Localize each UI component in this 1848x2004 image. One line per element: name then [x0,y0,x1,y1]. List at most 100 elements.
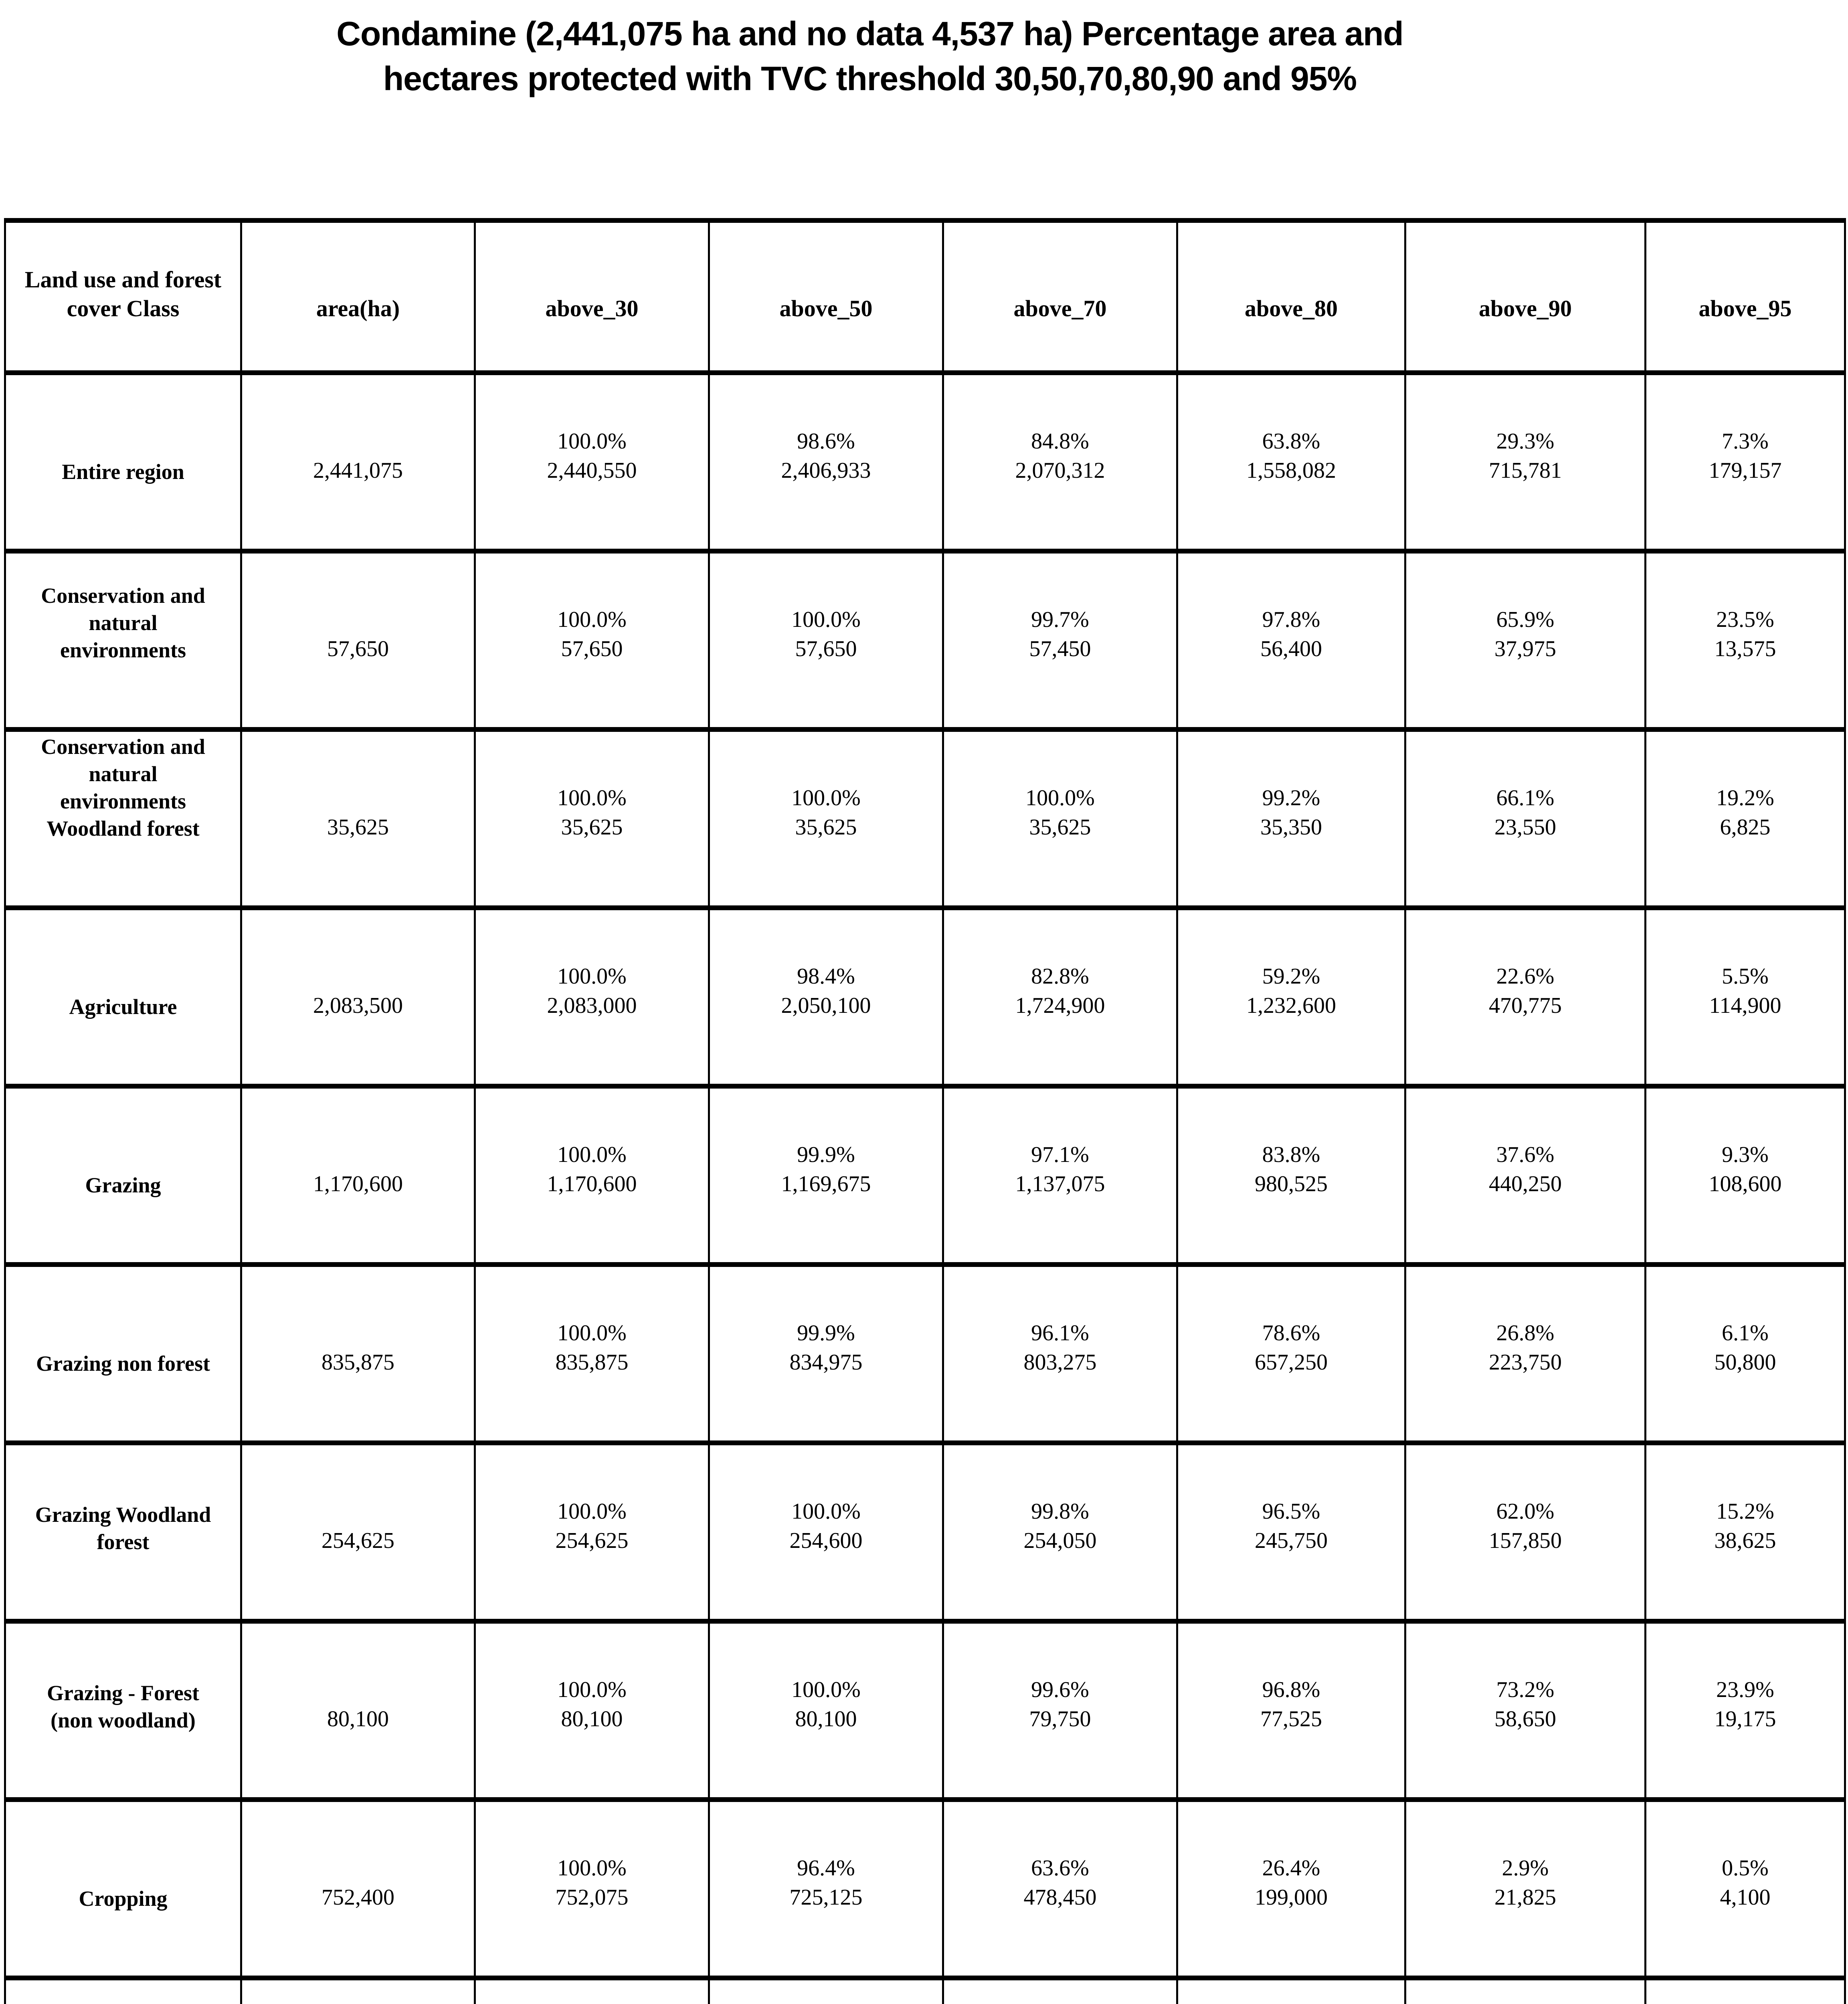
col-header-above80: above_80 [1176,218,1406,375]
hectares-value: 725,125 [789,1885,863,1910]
percent-value: 26.8% [1496,1321,1555,1345]
table-body: Entire region 2,441,075 100.0% 2,440,550… [4,370,1846,2004]
hectares-value: 478,450 [1023,1885,1097,1910]
area-cell: 254,625 [240,1440,476,1624]
percent-value: 100.0% [791,1677,861,1702]
col-header-above95: above_95 [1644,218,1846,375]
hectares-value: 77,525 [1260,1707,1322,1731]
hectares-value: 57,650 [795,636,857,661]
above50-cell: 100.0% 57,650 [708,549,944,732]
percent-value: 96.8% [1262,1677,1320,1702]
table-row: Grazing 1,170,600 100.0% 1,170,600 99.9%… [4,1084,1846,1267]
hectares-value: 657,250 [1255,1350,1328,1375]
percent-value: 5.5% [1722,964,1769,989]
percent-value: 26.4% [1262,1856,1320,1881]
table-row: Conservation and natural environments 57… [4,549,1846,732]
above70-cell: 96.1% 803,275 [942,1262,1178,1445]
percent-value: 98.4% [797,964,855,989]
hectares-value: 35,350 [1260,815,1322,840]
row-label: Conservation and natural environments Wo… [4,727,242,910]
above95-cell: 7.3% 179,157 [1644,370,1846,554]
above95-cell: 15.2% 38,625 [1644,1440,1846,1624]
above95-cell: 9.3% 108,600 [1644,1084,1846,1267]
percent-value: 100.0% [1025,786,1095,810]
percent-value: 66.1% [1496,786,1555,810]
percent-value: 23.9% [1716,1677,1774,1702]
percent-value: 65.9% [1496,607,1555,632]
above70-cell: 99.8% 254,050 [942,1440,1178,1624]
page-title-line1: Condamine (2,441,075 ha and no data 4,53… [336,15,1403,53]
col-header-above70: above_70 [942,218,1178,375]
hectares-value: 179,157 [1708,458,1782,483]
col-header-above90: above_90 [1404,218,1646,375]
above70-cell: 99.7% 57,450 [942,549,1178,732]
above90-cell: 65.9% 37,975 [1404,549,1646,732]
row-label: Conservation and natural environments [4,549,242,732]
percent-value: 99.6% [1031,1677,1089,1702]
above30-cell: 100.0% 80,100 [474,1619,710,1802]
above50-cell: 100.0% 254,600 [708,1440,944,1624]
percent-value: 96.1% [1031,1321,1089,1345]
hectares-value: 114,900 [1709,993,1781,1018]
hectares-value: 58,650 [1494,1707,1556,1731]
percent-value: 96.5% [1262,1499,1320,1524]
above90-cell: 62.0% 157,850 [1404,1440,1646,1624]
percent-value: 63.6% [1031,1856,1089,1881]
col-header-area: area(ha) [240,218,476,375]
page-title: Condamine (2,441,075 ha and no data 4,53… [0,11,1740,101]
above70-cell: 100.0% 35,625 [942,727,1178,910]
percent-value: 100.0% [557,429,627,454]
hectares-value: 223,750 [1489,1350,1562,1375]
above80-cell: 96.5% 245,750 [1176,1440,1406,1624]
row-label: Grazing non forest [4,1262,242,1445]
hectares-value: 35,625 [1029,815,1091,840]
area-cell: 35,625 [240,727,476,910]
above95-cell: 0.5% 4,100 [1644,1797,1846,1980]
hectares-value: 157,850 [1489,1528,1562,1553]
hectares-value: 56,400 [1260,636,1322,661]
percent-value: 6.1% [1722,1321,1769,1345]
area-cell: 752,400 [240,1797,476,1980]
above30-cell: 100.0% 35,625 [474,727,710,910]
above30-cell: 100.0% 2,440,550 [474,370,710,554]
hectares-value: 23,550 [1494,815,1556,840]
above50-cell: 99.9% 1,169,675 [708,1084,944,1267]
percent-value: 73.2% [1496,1677,1555,1702]
hectares-value: 1,170,600 [547,1172,637,1196]
row-label: Entire region [4,370,242,554]
percent-value: 82.8% [1031,964,1089,989]
above50-cell: 100.0% 80,100 [708,1619,944,1802]
percent-value: 0.5% [1722,1856,1769,1881]
hectares-value: 834,975 [789,1350,863,1375]
percent-value: 100.0% [557,1142,627,1167]
hectares-value: 1,169,675 [781,1172,871,1196]
above30-cell: 99.9% 160,050 [474,1976,710,2004]
hectares-value: 2,083,000 [547,993,637,1018]
hectares-value: 1,558,082 [1246,458,1336,483]
percent-value: 100.0% [791,1499,861,1524]
above90-cell: 5.4% 8,650 [1404,1976,1646,2004]
above80-cell: 83.8% 980,525 [1176,1084,1406,1267]
above90-cell: 66.1% 23,550 [1404,727,1646,910]
above80-cell: 63.8% 1,558,082 [1176,370,1406,554]
percent-value: 15.2% [1716,1499,1774,1524]
percent-value: 100.0% [557,1499,627,1524]
percent-value: 97.1% [1031,1142,1089,1167]
hectares-value: 835,875 [555,1350,629,1375]
hectares-value: 13,575 [1714,636,1776,661]
percent-value: 99.2% [1262,786,1320,810]
hectares-value: 199,000 [1255,1885,1328,1910]
above70-cell: 82.8% 1,724,900 [942,905,1178,1089]
percent-value: 37.6% [1496,1142,1555,1167]
area-cell: 57,650 [240,549,476,732]
hectares-value: 1,232,600 [1246,993,1336,1018]
above95-cell: 23.5% 13,575 [1644,549,1846,732]
hectares-value: 6,825 [1720,815,1771,840]
col-header-class: Land use and forest cover Class [4,218,242,375]
page-title-line2: hectares protected with TVC threshold 30… [383,60,1357,97]
hectares-value: 50,800 [1714,1350,1776,1375]
above30-cell: 100.0% 57,650 [474,549,710,732]
percent-value: 97.8% [1262,607,1320,632]
hectares-value: 980,525 [1255,1172,1328,1196]
percent-value: 99.9% [797,1321,855,1345]
